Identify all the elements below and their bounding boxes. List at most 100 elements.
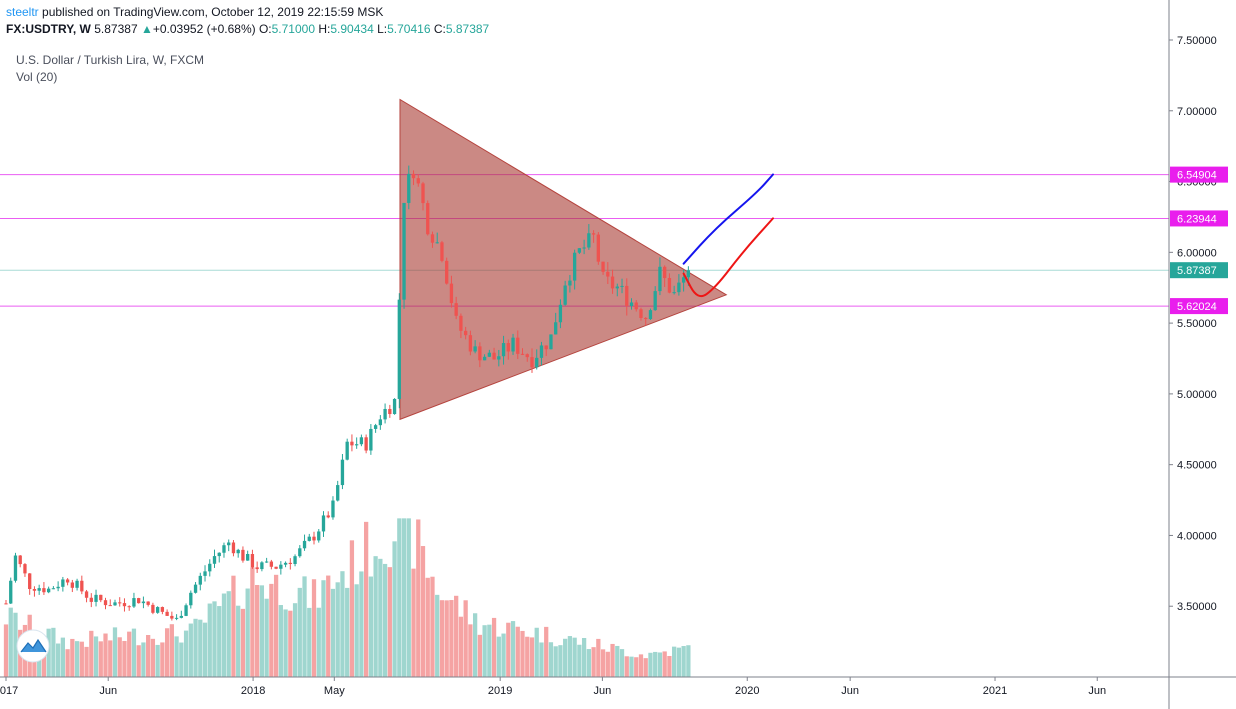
candle-body: [283, 562, 288, 565]
volume-bar: [212, 601, 217, 677]
volume-bar: [605, 651, 610, 677]
volume-indicator-label: Vol (20): [16, 70, 58, 84]
volume-bar: [425, 577, 430, 677]
candle-body: [558, 304, 563, 323]
series-title: U.S. Dollar / Turkish Lira, W, FXCM: [16, 53, 205, 67]
candle-body: [246, 554, 250, 561]
candle-body: [388, 408, 392, 415]
candle-body: [293, 556, 297, 565]
symmetrical-triangle[interactable]: [399, 98, 728, 421]
volume-bar: [439, 600, 445, 677]
volume-bar: [591, 647, 596, 677]
bullish-projection-path[interactable]: [682, 173, 774, 265]
volume-bar: [283, 609, 288, 677]
candle-body: [132, 598, 136, 607]
candle-body: [426, 203, 430, 235]
author-link[interactable]: steeltr: [6, 5, 39, 19]
candle-body: [478, 346, 482, 361]
candle-body: [615, 286, 619, 289]
volume-bar: [150, 638, 156, 677]
volume-bar: [525, 636, 530, 677]
candle-body: [184, 605, 188, 616]
volume-bar: [539, 642, 544, 677]
volume-bar: [444, 600, 449, 677]
candle-body: [364, 437, 368, 451]
candle-body: [501, 343, 506, 357]
candle-body: [231, 542, 236, 554]
volume-bar: [458, 616, 464, 677]
candle-body: [331, 500, 335, 518]
time-tick-label: 2019: [488, 685, 512, 697]
triangle-pattern[interactable]: [399, 98, 728, 421]
volume-bar: [634, 657, 639, 677]
candle-body: [307, 536, 311, 541]
current-price-tag: 5.87387: [1177, 265, 1217, 277]
candle-body: [141, 601, 146, 604]
candle-body: [397, 299, 401, 399]
candle-body: [568, 280, 572, 286]
volume-bar: [392, 541, 397, 677]
volume-bar: [231, 575, 236, 677]
candle-body: [118, 602, 122, 604]
candle-body: [70, 582, 74, 588]
volume-bar: [581, 637, 587, 677]
candle-body: [23, 564, 27, 574]
projection-paths[interactable]: [682, 173, 774, 298]
time-tick-label: Jun: [594, 685, 612, 697]
candle-body: [492, 352, 496, 360]
volume-bar: [364, 521, 369, 677]
candle-body: [435, 242, 439, 244]
volume-bar: [619, 649, 625, 677]
candle-body: [516, 337, 520, 354]
candle-body: [620, 285, 624, 287]
candle-body: [13, 555, 18, 581]
volume-bar: [311, 579, 317, 677]
candle-body: [634, 302, 638, 310]
volume-bar: [146, 634, 151, 677]
volume-bar: [435, 594, 440, 677]
candle-body: [4, 603, 8, 605]
candle-body: [217, 552, 221, 557]
candle-body: [369, 428, 373, 451]
dip-then-rise-projection-path[interactable]: [682, 217, 774, 298]
volume-bar: [297, 587, 302, 677]
volume-bar: [411, 568, 416, 677]
volume-bar: [681, 646, 686, 677]
candle-body: [497, 356, 501, 360]
volume-bar: [326, 575, 331, 677]
published-text: published on TradingView.com, October 12…: [42, 5, 384, 19]
volume-bar: [534, 627, 539, 677]
volume-bar: [468, 624, 473, 677]
candle-body: [212, 556, 217, 564]
price-tick-label: 7.00000: [1177, 106, 1217, 118]
candle-body: [373, 425, 378, 429]
candle-body: [160, 607, 165, 612]
volume-bar: [288, 610, 293, 677]
volume-bar: [226, 591, 231, 677]
time-tick-label: May: [324, 685, 345, 697]
logo-circle[interactable]: [16, 629, 50, 663]
candle-body: [383, 408, 387, 420]
volume-bar: [382, 563, 388, 677]
time-tick-label: Jun: [841, 685, 859, 697]
volume-bar: [397, 518, 402, 677]
volume-bar: [548, 642, 554, 677]
volume-bar: [600, 649, 606, 677]
candle-body: [653, 291, 657, 311]
volume-bar: [463, 600, 468, 677]
last-price: 5.87387: [94, 22, 138, 36]
candle-body: [298, 548, 302, 557]
tradingview-logo[interactable]: [16, 629, 50, 663]
volume-bar: [84, 646, 89, 677]
volume-bar: [122, 640, 127, 677]
volume-bar: [131, 628, 137, 677]
volume-bar: [501, 633, 506, 677]
candle-body: [577, 248, 582, 253]
volume-bar: [112, 627, 118, 677]
volume-bar: [406, 518, 411, 677]
volume-bar: [188, 623, 193, 677]
volume-bar: [629, 656, 634, 677]
candle-body: [264, 561, 269, 563]
level-price-tag: 5.62024: [1177, 301, 1217, 313]
